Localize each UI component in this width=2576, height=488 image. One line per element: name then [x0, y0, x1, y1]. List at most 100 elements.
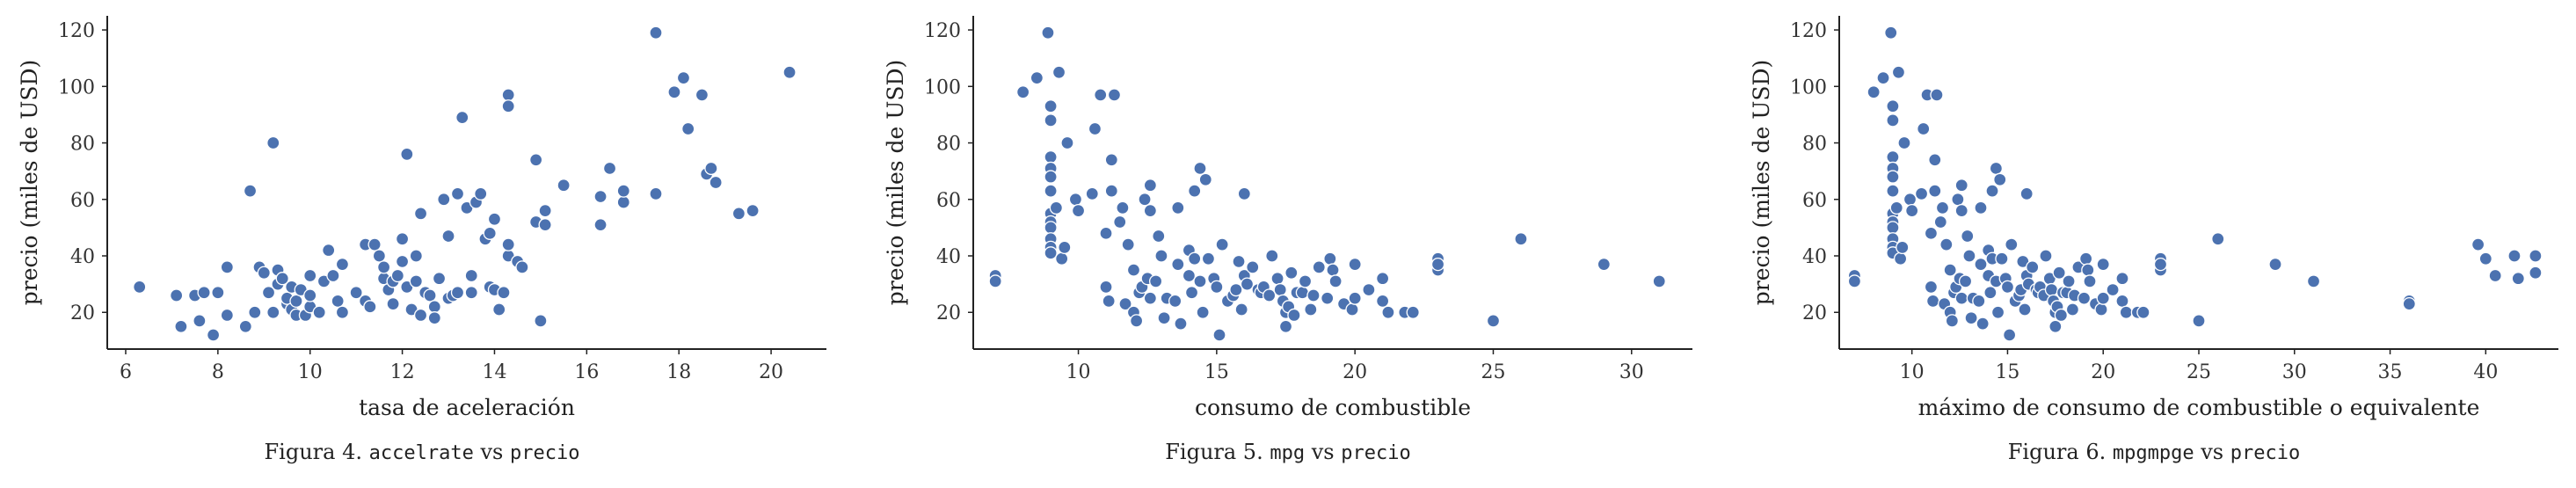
caption-prefix: Figura 4.: [264, 440, 362, 464]
data-point: [266, 135, 280, 150]
data-point: [1876, 71, 1890, 85]
scatter-plot-accelrate: 6 8 10 12 14 16 18 20 20 40 60 80 100 120 tasa de acel…: [17, 16, 826, 420]
data-point: [1964, 311, 1978, 325]
data-point: [2115, 272, 2129, 286]
data-point: [2052, 266, 2066, 280]
data-point: [1958, 274, 1973, 288]
y-tick-label: 120: [1790, 20, 1827, 42]
data-point: [501, 88, 515, 102]
data-point: [2077, 291, 2092, 305]
data-point: [782, 65, 797, 79]
data-point: [1152, 229, 1166, 244]
data-point: [1893, 251, 1908, 266]
x-tick-label: 25: [2187, 361, 2211, 383]
data-point: [331, 294, 345, 309]
caption-yvar: precio: [510, 442, 580, 464]
data-point: [474, 186, 488, 200]
y-tick-label: 100: [58, 76, 95, 98]
data-point: [2529, 266, 2543, 280]
data-point: [2078, 251, 2093, 266]
data-point: [593, 218, 608, 232]
data-point: [704, 161, 718, 176]
data-point: [335, 305, 350, 319]
data-point: [2044, 282, 2059, 297]
caption-xvar: mpg: [1270, 442, 1306, 464]
data-point: [2211, 232, 2225, 246]
data-point: [2306, 274, 2321, 288]
data-point: [303, 288, 317, 302]
data-point: [1847, 274, 1862, 288]
data-point: [257, 266, 271, 280]
x-tick-label: 16: [574, 361, 599, 383]
data-point: [1121, 237, 1135, 251]
data-point: [2268, 257, 2282, 272]
data-point: [2136, 305, 2150, 319]
chart-panel-mpg: 10 15 20 25 30 20 40 60 80 100 120 consumo de combu…: [866, 0, 1710, 488]
y-tick-label: 100: [1790, 76, 1827, 98]
y-tick-label: 120: [58, 20, 95, 42]
data-point: [275, 272, 289, 286]
x-tick-label: 15: [1204, 361, 1229, 383]
data-point: [211, 286, 225, 300]
data-point: [1196, 305, 1210, 319]
data-point: [1362, 282, 1376, 297]
data-point: [2115, 294, 2129, 309]
caption-prefix: Figura 6.: [2007, 440, 2107, 464]
data-point: [649, 25, 663, 40]
caption-xvar: mpgmpge: [2112, 442, 2194, 464]
data-point: [2470, 237, 2485, 251]
data-point: [1088, 121, 1102, 136]
data-point: [1102, 294, 1116, 309]
data-point: [667, 85, 681, 99]
data-point: [432, 272, 447, 286]
caption-yvar: precio: [2230, 442, 2301, 464]
data-point: [1188, 251, 1202, 266]
data-point: [1237, 186, 1251, 200]
y-tick-label: 60: [1802, 190, 1827, 212]
data-point: [1954, 178, 1968, 193]
data-point: [2018, 302, 2032, 317]
data-point: [437, 193, 451, 207]
data-point: [709, 175, 723, 190]
figure-caption: Figura 4. accelrate vs precio: [0, 440, 844, 464]
x-tick-label: 12: [390, 361, 415, 383]
data-point: [1210, 280, 1224, 294]
data-point: [1107, 88, 1122, 102]
data-point: [1044, 149, 1058, 164]
y-tick-label: 80: [936, 134, 961, 156]
data-point: [1406, 305, 1420, 319]
data-point: [988, 274, 1002, 288]
data-point: [501, 237, 515, 251]
data-point: [1323, 251, 1337, 266]
data-point: [1345, 302, 1359, 317]
data-point: [395, 254, 410, 269]
data-point: [2026, 260, 2040, 274]
y-tick-label: 40: [70, 246, 95, 268]
data-point: [1284, 266, 1299, 280]
data-point: [1055, 251, 1069, 266]
data-point: [312, 305, 326, 319]
y-axis-label: precio (miles de USD): [883, 60, 908, 306]
x-tick-label: 30: [1619, 361, 1644, 383]
data-point: [2096, 257, 2110, 272]
data-point: [220, 308, 234, 323]
data-point: [2478, 251, 2492, 266]
data-point: [2119, 305, 2133, 319]
data-point: [2000, 280, 2015, 294]
data-point: [2153, 257, 2168, 272]
data-point: [681, 121, 695, 136]
data-point: [1188, 184, 1202, 198]
data-point: [1993, 172, 2007, 186]
data-point: [1375, 294, 1390, 309]
data-point: [1071, 203, 1086, 218]
data-point: [1212, 328, 1226, 342]
y-tick-label: 80: [1802, 134, 1827, 156]
data-point: [1138, 193, 1152, 207]
data-point: [1265, 249, 1279, 263]
data-point: [1240, 277, 1255, 291]
data-point: [1381, 305, 1395, 319]
data-point: [1312, 260, 1326, 274]
data-point: [1104, 153, 1118, 167]
data-point: [1298, 274, 1313, 288]
data-point: [1867, 85, 1881, 99]
